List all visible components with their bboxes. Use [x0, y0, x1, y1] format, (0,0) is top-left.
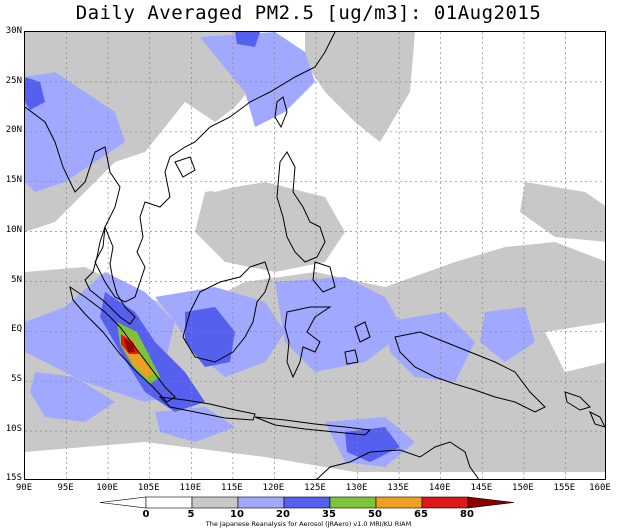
colorbar-label-0: 0: [142, 509, 150, 520]
lat-label-5n: 5N: [11, 275, 22, 285]
lon-label-115e: 115E: [221, 483, 243, 493]
lat-label-15s: 15S: [5, 473, 22, 483]
colorbar-arrow-low: [99, 496, 147, 509]
lat-label-10s: 10S: [5, 424, 22, 434]
colorbar-arrow-high: [467, 496, 515, 509]
lon-label-150e: 150E: [512, 483, 534, 493]
colorbar-swatch: [375, 496, 423, 509]
colorbar-swatch: [191, 496, 239, 509]
lon-label-125e: 125E: [304, 483, 326, 493]
lon-label-105e: 105E: [137, 483, 160, 493]
colorbar-label-5: 5: [187, 509, 195, 520]
map-panel: [24, 31, 606, 480]
graticule: [25, 32, 605, 479]
lat-label-15n: 15N: [5, 175, 22, 185]
contour-max: [124, 338, 135, 352]
colorbar-label-65: 65: [414, 509, 428, 520]
lon-label-100e: 100E: [96, 483, 118, 493]
lat-label-eq: EQ: [11, 324, 22, 334]
lat-label-20n: 20N: [5, 125, 22, 135]
lon-label-90e: 90E: [15, 483, 33, 493]
lat-label-10n: 10N: [5, 225, 22, 235]
lon-label-160e: 160E: [589, 483, 611, 493]
colorbar-label-35: 35: [322, 509, 336, 520]
credit-line: The Japanese Reanalysis for Aerosol (JRA…: [205, 520, 412, 528]
colorbar-label-80: 80: [460, 509, 474, 520]
lat-label-5s: 5S: [11, 374, 22, 384]
lat-label-30n: 30N: [5, 26, 22, 36]
contour-35-50: [25, 32, 400, 462]
lon-label-130e: 130E: [345, 483, 368, 493]
colorbar-swatch: [283, 496, 331, 509]
colorbar-label-50: 50: [368, 509, 382, 520]
contour-0-10: [25, 132, 605, 479]
lon-label-120e: 120E: [262, 483, 285, 493]
pm25-map: [25, 32, 605, 479]
lon-label-95e: 95E: [57, 483, 74, 493]
colorbar-label-10: 10: [230, 509, 244, 520]
coastlines: [25, 32, 605, 479]
colorbar-swatch: [237, 496, 285, 509]
lat-label-25n: 25N: [5, 76, 22, 86]
colorbar-swatch: [329, 496, 377, 509]
lon-label-155e: 155E: [553, 483, 576, 493]
colorbar-swatch: [421, 496, 469, 509]
lon-label-135e: 135E: [387, 483, 409, 493]
map-title: Daily Averaged PM2.5 [ug/m3]: 01Aug2015: [75, 2, 542, 24]
lon-label-140e: 140E: [428, 483, 451, 493]
lon-label-110e: 110E: [179, 483, 202, 493]
colorbar-label-20: 20: [276, 509, 290, 520]
lon-label-145e: 145E: [470, 483, 493, 493]
colorbar-swatch: [145, 496, 193, 509]
